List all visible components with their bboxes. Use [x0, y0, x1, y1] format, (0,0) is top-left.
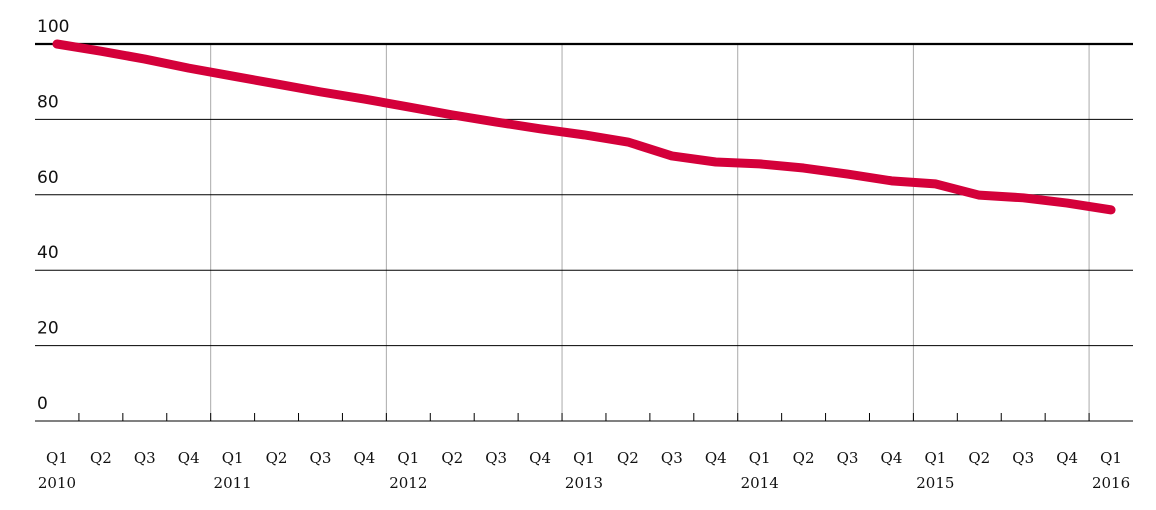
x-tick-label: Q4 [705, 449, 727, 467]
x-tick-label: Q2 [266, 449, 288, 467]
x-tick-label: Q1 [749, 449, 771, 467]
y-tick-label: 0 [37, 394, 48, 414]
x-tick-label: Q4 [881, 449, 903, 467]
year-label: 2014 [741, 474, 779, 492]
x-tick-label: Q3 [1012, 449, 1034, 467]
y-tick-label: 20 [37, 319, 59, 339]
x-tick-label: Q2 [617, 449, 639, 467]
year-label: 2015 [916, 474, 954, 492]
year-label: 2013 [565, 474, 603, 492]
x-tick-label: Q3 [310, 449, 332, 467]
year-label: 2010 [38, 474, 76, 492]
x-tick-label: Q4 [529, 449, 551, 467]
x-tick-label: Q4 [353, 449, 375, 467]
data-line [52, 39, 1116, 215]
y-tick-label: 80 [37, 92, 59, 112]
x-tick-label: Q1 [924, 449, 946, 467]
year-label: 2012 [389, 474, 427, 492]
x-tick-label: Q1 [1100, 449, 1122, 467]
x-tick-label: Q3 [134, 449, 156, 467]
x-tick-label: Q1 [397, 449, 419, 467]
y-tick-label: 40 [37, 243, 59, 263]
x-tick-label: Q2 [441, 449, 463, 467]
x-tick-label: Q2 [90, 449, 112, 467]
y-tick-label: 60 [37, 168, 59, 188]
x-tick-label: Q1 [46, 449, 68, 467]
x-tick-label: Q4 [178, 449, 200, 467]
x-tick-label: Q1 [222, 449, 244, 467]
x-tick-label: Q3 [485, 449, 507, 467]
y-tick-label: 100 [37, 17, 69, 37]
x-tick-label: Q2 [968, 449, 990, 467]
x-tick-label: Q4 [1056, 449, 1078, 467]
x-tick-label: Q2 [793, 449, 815, 467]
year-label: 2016 [1092, 474, 1130, 492]
x-tick-label: Q3 [661, 449, 683, 467]
year-label: 2011 [214, 474, 252, 492]
x-tick-label: Q3 [837, 449, 859, 467]
x-tick-label: Q1 [573, 449, 595, 467]
